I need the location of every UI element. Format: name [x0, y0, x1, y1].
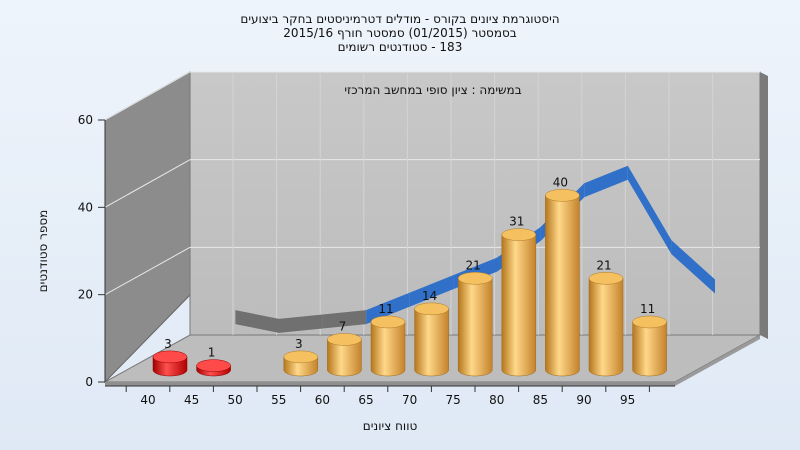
- bar-40: [152, 350, 188, 377]
- bar-75: [457, 272, 493, 377]
- bar-70: [414, 302, 449, 377]
- left-wall: [104, 71, 191, 384]
- bar-95: [632, 315, 667, 377]
- trend-ribbon-segment: [627, 165, 672, 255]
- bar-top: [283, 350, 319, 364]
- x-tick-label: 65: [358, 393, 373, 407]
- trend-ribbon-segment: [671, 240, 715, 294]
- bar-body: [545, 195, 580, 377]
- chart-subtitle: במשימה : ציון סופי במחשב המרכזי: [344, 83, 521, 97]
- y-tick-label: 60: [78, 113, 93, 127]
- data-label-55: 3: [295, 337, 303, 351]
- data-label-65: 11: [378, 302, 393, 316]
- data-label-90: 21: [596, 258, 611, 272]
- bar-body: [414, 308, 449, 377]
- x-tick-label: 95: [620, 393, 635, 407]
- data-label-85: 40: [553, 175, 568, 189]
- y-tick-label: 40: [78, 200, 93, 214]
- right-edge: [760, 72, 768, 339]
- trend-ribbon-segment: [279, 314, 323, 333]
- y-tick-label: 20: [78, 288, 93, 302]
- bar-top: [588, 272, 624, 285]
- trend-ribbon-segment: [584, 165, 628, 198]
- bar-top: [327, 333, 362, 346]
- x-tick-label: 55: [271, 393, 286, 407]
- trend-ribbon-segment: [366, 292, 410, 325]
- y-axis-label: מספר סטודנטים: [36, 210, 50, 293]
- x-tick-label: 90: [576, 393, 591, 407]
- x-tick-label: 40: [140, 393, 155, 407]
- grid-lines: [104, 71, 760, 335]
- data-label-70: 14: [422, 289, 437, 303]
- title-line-1: היסטוגרמת ציונים בקורס - מודלים דטרמיניס…: [240, 12, 559, 26]
- trend-ribbon-segment: [235, 310, 279, 333]
- bar-90: [588, 272, 624, 377]
- data-label-80: 31: [509, 215, 524, 229]
- bar-85: [545, 189, 580, 377]
- bar-top: [457, 272, 493, 285]
- bar-body: [327, 339, 362, 377]
- bar-top: [545, 189, 580, 202]
- data-label-75: 21: [466, 258, 481, 272]
- x-tick-label: 85: [533, 393, 548, 407]
- x-tick-label: 60: [315, 393, 330, 407]
- bar-top: [196, 359, 231, 372]
- data-label-60: 7: [339, 319, 347, 333]
- bar-top: [501, 228, 537, 241]
- bar-top: [152, 350, 188, 364]
- bar-80: [501, 228, 537, 377]
- x-tick-label: 50: [228, 393, 243, 407]
- x-axis-label: טווח ציונים: [363, 419, 418, 433]
- x-axis-ticks: 40 45 50 55 60 65 70 75 80 85 90 95: [125, 386, 650, 407]
- grid-line-left: [104, 159, 191, 208]
- bar-body: [588, 278, 624, 377]
- grid-line-left: [104, 71, 191, 121]
- trend-ribbon-segment: [409, 275, 454, 307]
- x-tick-label: 45: [184, 393, 199, 407]
- bar-body: [501, 234, 537, 377]
- bars: [152, 189, 667, 377]
- floor-side-edge: [675, 335, 760, 386]
- bar-body: [632, 321, 667, 377]
- bar-top: [414, 302, 449, 316]
- title-line-2: בסמסטר (01/2015) סמסטר חורף 2015/16: [283, 26, 516, 40]
- data-label-40: 3: [164, 337, 172, 351]
- bar-top: [370, 315, 406, 329]
- bar-55: [283, 350, 319, 377]
- floor-front-edge: [105, 382, 675, 386]
- y-tick-label: 0: [85, 375, 93, 389]
- y-axis-ticks: 0 20 40 60: [78, 113, 105, 389]
- x-tick-label: 75: [446, 393, 461, 407]
- bar-60: [327, 333, 362, 377]
- bar-body: [457, 278, 493, 377]
- bar-45: [196, 359, 231, 377]
- trend-ribbon-segment: [322, 310, 367, 329]
- data-label-95: 11: [640, 302, 655, 316]
- grid-line-left: [104, 246, 191, 296]
- bar-65: [370, 315, 406, 377]
- bar-top: [632, 315, 667, 329]
- x-tick-label: 70: [402, 393, 417, 407]
- x-tick-label: 80: [489, 393, 504, 407]
- title-line-3: 183 - סטודנטים רשומים: [338, 40, 463, 54]
- data-label-45: 1: [208, 346, 216, 360]
- bar-body: [370, 321, 406, 377]
